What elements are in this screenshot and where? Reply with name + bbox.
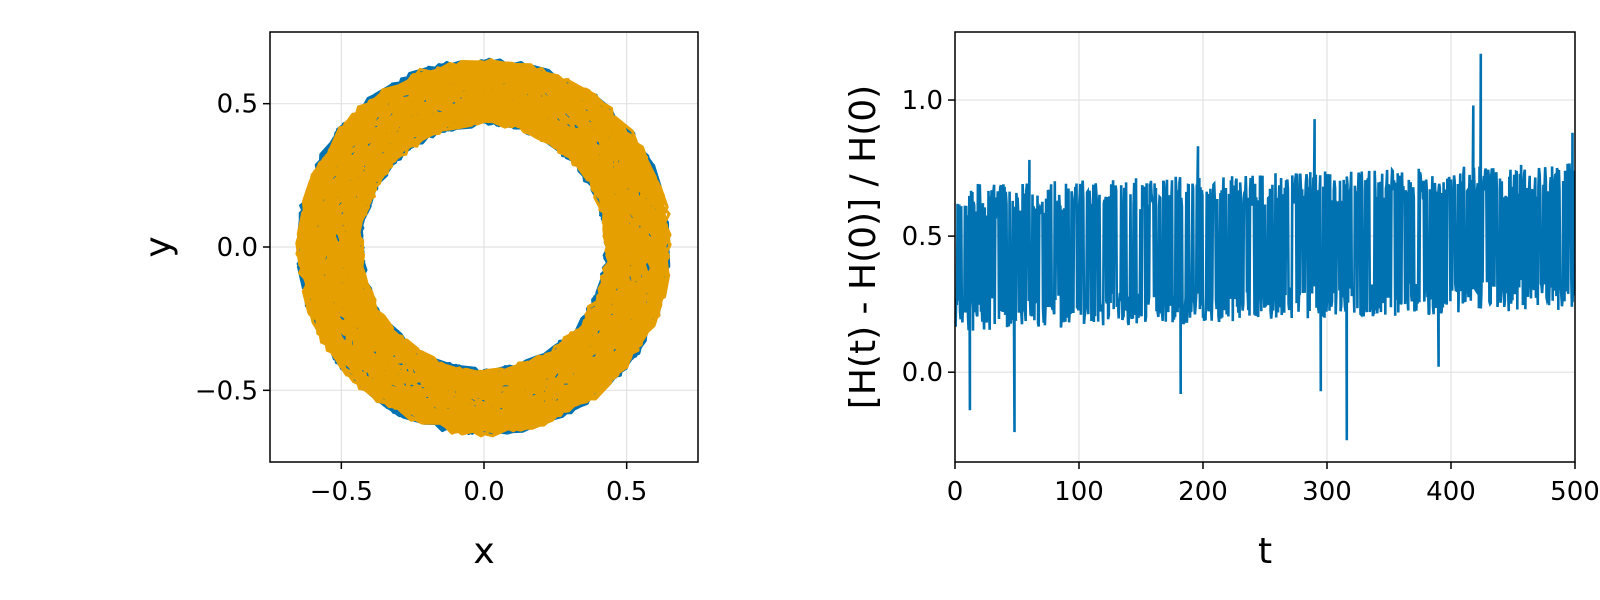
right-x-tick-label: 500 <box>1550 477 1600 507</box>
right-ticks: 0 100 200 300 400 500 0.0 0.5 1.0 <box>902 86 1600 507</box>
right-x-tick-label: 200 <box>1178 477 1228 507</box>
right-y-tick-label: 0.5 <box>902 222 943 252</box>
left-ticks: −0.5 0.0 0.5 −0.5 0.0 0.5 <box>195 90 647 507</box>
right-x-tick-label: 100 <box>1054 477 1104 507</box>
left-y-axis-label: y <box>138 236 179 257</box>
left-y-tick-label: 0.0 <box>217 233 258 263</box>
right-y-tick-label: 1.0 <box>902 86 943 116</box>
ring-trajectory-series-2 <box>295 58 672 438</box>
left-y-tick-label: 0.5 <box>217 90 258 120</box>
left-x-tick-label: −0.5 <box>310 477 373 507</box>
right-axes-frame <box>954 31 1576 463</box>
right-plot-area <box>955 53 1575 441</box>
right-panel: 0 100 200 300 400 500 0.0 0.5 1.0 t [H(t) - H(0)… <box>843 31 1600 572</box>
left-plot-area <box>295 57 672 438</box>
right-x-axis-label: t <box>1258 531 1272 572</box>
left-x-tick-label: 0.0 <box>463 477 504 507</box>
right-x-tick-label: 0 <box>947 477 964 507</box>
right-x-tick-label: 400 <box>1426 477 1476 507</box>
left-panel: −0.5 0.0 0.5 −0.5 0.0 0.5 x y <box>138 31 699 572</box>
right-y-axis-label: [H(t) - H(0)] / H(0) <box>843 85 884 409</box>
right-y-tick-label: 0.0 <box>902 358 943 388</box>
energy-error-series <box>955 53 1575 441</box>
left-x-axis-label: x <box>473 531 494 572</box>
right-x-tick-label: 300 <box>1302 477 1352 507</box>
left-y-tick-label: −0.5 <box>195 376 258 406</box>
left-x-tick-label: 0.5 <box>606 477 647 507</box>
